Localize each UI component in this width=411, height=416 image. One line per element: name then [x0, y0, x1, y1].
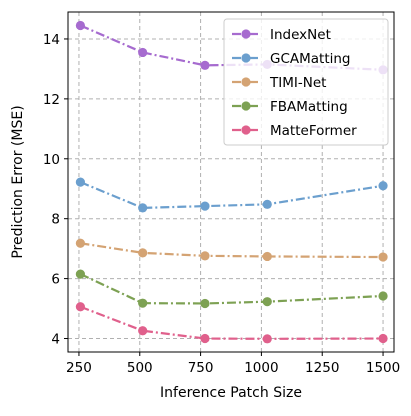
y-tick-label: 4 [51, 332, 60, 348]
data-point-gcamatting [200, 201, 210, 211]
data-point-matteformer [138, 326, 148, 336]
data-point-indexnet [75, 20, 86, 31]
x-tick-label: 1000 [244, 360, 278, 376]
y-tick-label: 14 [43, 32, 60, 48]
legend-marker-timi-net [241, 77, 251, 87]
data-point-timi-net [200, 251, 210, 261]
plot-frame [67, 11, 395, 353]
series-line-timi-net [80, 242, 384, 259]
y-axis-label: Prediction Error (MSE) [10, 105, 26, 258]
legend-box [223, 18, 389, 146]
series-line-matteformer [80, 305, 384, 340]
data-point-indexnet [200, 60, 210, 70]
legend-marker-matteformer [241, 125, 251, 135]
data-point-timi-net [262, 251, 272, 262]
data-point-timi-net [138, 248, 148, 258]
data-point-fbamatting [200, 298, 210, 309]
legend-label-fbamatting: FBAMatting [270, 99, 348, 115]
data-point-gcamatting [75, 177, 86, 187]
data-point-fbamatting [262, 297, 272, 307]
legend-label-indexnet: IndexNet [270, 27, 331, 43]
x-tick-label: 250 [66, 360, 92, 376]
data-point-matteformer [200, 333, 210, 344]
legend-label-timi-net: TIMI-Net [269, 75, 326, 91]
series-points [75, 20, 388, 344]
y-tick-label: 12 [43, 92, 60, 108]
data-point-timi-net [75, 238, 86, 248]
y-axis-ticks: 4 6 8 10 12 14 [43, 32, 68, 348]
data-point-timi-net [378, 252, 388, 262]
y-tick-label: 6 [51, 272, 60, 288]
legend-label-gcamatting: GCAMatting [270, 51, 351, 67]
legend: IndexNet GCAMatting TIMI-Net FBAMatting Matt… [223, 18, 389, 146]
y-tick-label: 10 [43, 152, 60, 168]
data-point-indexnet [138, 47, 148, 58]
legend-marker-gcamatting [241, 53, 251, 63]
legend-marker-indexnet [241, 29, 251, 39]
x-axis-label: Inference Patch Size [160, 385, 302, 401]
legend-marker-fbamatting [241, 101, 251, 111]
data-point-fbamatting [138, 298, 148, 308]
data-point-matteformer [378, 333, 388, 344]
x-tick-label: 1500 [366, 360, 400, 376]
data-point-matteformer [75, 302, 86, 312]
data-point-gcamatting [138, 203, 148, 213]
x-tick-label: 500 [127, 360, 153, 376]
x-tick-label: 1250 [305, 360, 339, 376]
legend-label-matteformer: MatteFormer [270, 123, 357, 139]
data-point-fbamatting [75, 269, 86, 279]
x-tick-label: 750 [188, 360, 214, 376]
data-point-gcamatting [262, 199, 272, 209]
data-point-gcamatting [378, 181, 388, 191]
series-line-gcamatting [79, 181, 384, 210]
x-axis-ticks: 250 500 750 1000 1250 1500 [66, 352, 400, 376]
data-point-matteformer [262, 334, 272, 344]
y-tick-label: 8 [51, 212, 60, 228]
data-point-fbamatting [378, 291, 388, 301]
